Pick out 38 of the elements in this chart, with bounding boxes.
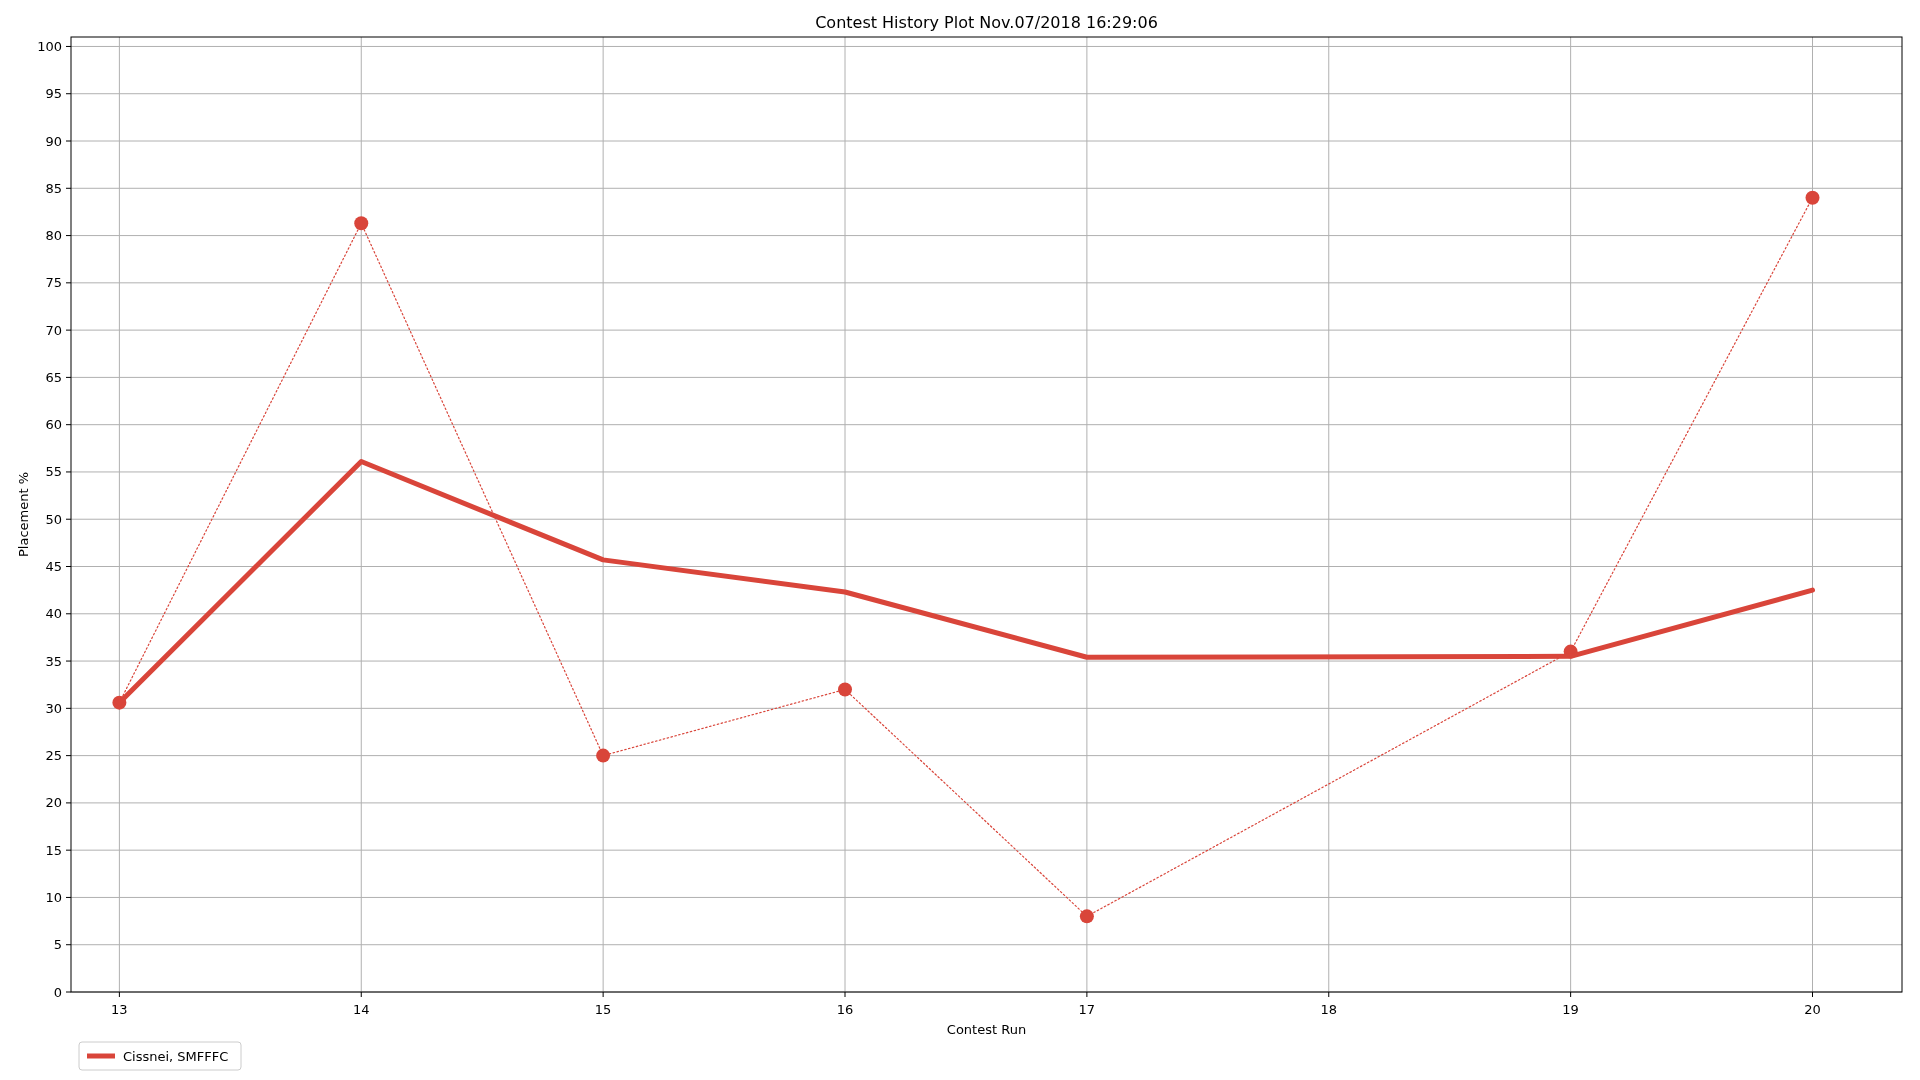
y-tick-label: 95 xyxy=(45,86,62,102)
y-tick-label: 0 xyxy=(53,984,62,1000)
y-tick-label: 80 xyxy=(45,228,62,244)
x-tick-label: 19 xyxy=(1562,1002,1579,1017)
point xyxy=(1805,190,1820,205)
x-tick-label: 20 xyxy=(1804,1002,1821,1017)
y-tick-label: 20 xyxy=(45,795,62,811)
y-tick-label: 100 xyxy=(37,38,62,54)
chart-title: Contest History Plot Nov.07/2018 16:29:06 xyxy=(815,13,1158,32)
y-tick-label: 90 xyxy=(45,133,62,149)
y-tick-label: 85 xyxy=(45,180,62,196)
y-axis-title: Placement % xyxy=(16,471,31,558)
x-tick-label: 14 xyxy=(352,1002,370,1017)
x-axis-title: Contest Run xyxy=(946,1022,1027,1037)
point xyxy=(354,216,369,231)
y-tick-label: 35 xyxy=(45,653,62,669)
x-tick-label: 13 xyxy=(111,1002,128,1017)
y-tick-label: 50 xyxy=(45,511,62,527)
point xyxy=(1079,909,1094,924)
y-tick-label: 40 xyxy=(45,606,62,622)
y-tick-label: 15 xyxy=(45,842,62,858)
y-tick-label: 5 xyxy=(53,937,62,953)
y-tick-label: 55 xyxy=(45,464,62,480)
x-tick-label: 15 xyxy=(594,1002,612,1017)
y-tick-label: 65 xyxy=(45,369,62,385)
point xyxy=(838,682,852,697)
point xyxy=(596,748,611,763)
x-tick-label: 16 xyxy=(836,1002,854,1017)
y-tick-label: 25 xyxy=(45,748,62,764)
y-tick-label: 60 xyxy=(45,417,62,433)
legend-label: Cissnei, SMFFFC xyxy=(123,1049,229,1064)
x-tick-label: 18 xyxy=(1320,1002,1338,1017)
y-tick-label: 30 xyxy=(45,700,62,716)
y-tick-label: 10 xyxy=(45,889,62,905)
y-tick-label: 75 xyxy=(45,275,62,291)
x-tick-label: 17 xyxy=(1078,1002,1096,1017)
y-tick-label: 70 xyxy=(45,322,62,338)
y-tick-label: 45 xyxy=(45,559,62,574)
